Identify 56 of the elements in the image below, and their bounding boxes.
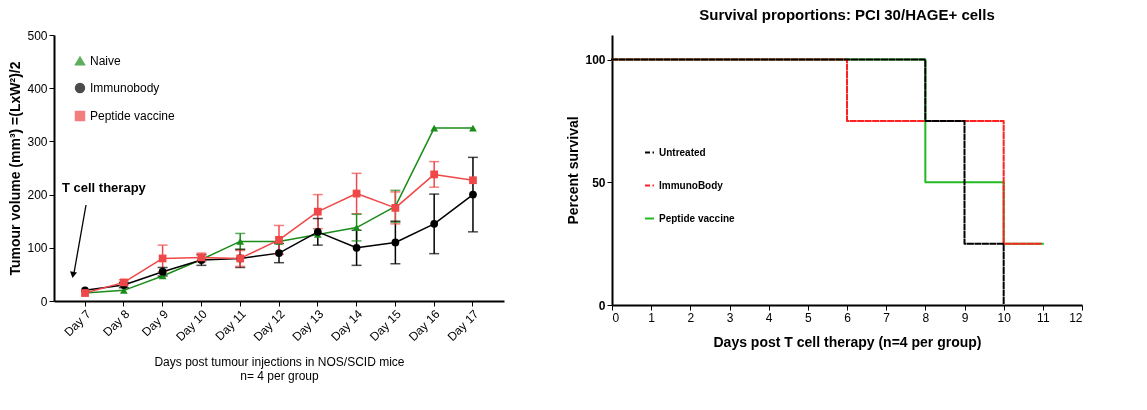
y-tick-label: 500 — [27, 28, 48, 43]
point — [352, 243, 361, 252]
point — [469, 176, 477, 185]
point — [469, 190, 477, 199]
x-tick-label: Day 7 — [61, 306, 94, 340]
x-tick-label: Day 11 — [212, 306, 249, 344]
y-tick-label: 0 — [40, 294, 48, 309]
point — [236, 238, 245, 245]
x-tick-label: 11 — [1037, 310, 1050, 325]
x-tick-label: Day 13 — [289, 306, 327, 344]
annotation: T cell therapy — [62, 180, 147, 195]
y-axis-title: Tumour volume (mm³) =(LxW²)/2 — [7, 61, 24, 276]
point — [119, 287, 128, 294]
x-tick-label: 3 — [726, 310, 734, 325]
legend-label: Naive — [90, 54, 122, 68]
point — [430, 219, 439, 228]
x-tick-label: 7 — [883, 310, 891, 325]
x-tick-label: Day 14 — [328, 306, 366, 344]
x-tick-label: Day 16 — [405, 306, 443, 344]
x-tick-label: Day 9 — [139, 306, 172, 340]
legend-label: ImmunoBody — [659, 179, 724, 191]
x-tick-label: Day 8 — [100, 306, 133, 340]
point — [313, 227, 322, 236]
x-tick-label: 4 — [765, 310, 773, 325]
y-tick-label: 100 — [27, 241, 48, 256]
x-tick-label: 1 — [648, 310, 656, 325]
legend-label: Peptide vaccine — [659, 212, 736, 224]
chart-title: Survival proportions: PCI 30/HAGE+ cells — [699, 6, 995, 23]
point — [275, 249, 283, 257]
legend-label: Untreated — [659, 146, 706, 158]
x-tick-label: Day 12 — [250, 306, 288, 344]
legend-label: Immunobody — [90, 81, 160, 95]
point — [313, 207, 322, 216]
point — [391, 238, 400, 247]
x-tick-label: Day 15 — [367, 306, 405, 344]
x-tick-label: 2 — [687, 310, 695, 325]
x-tick-label: Day 10 — [173, 306, 211, 344]
legend-label: Peptide vaccine — [90, 109, 176, 123]
x-tick-label: Day 17 — [444, 306, 482, 344]
x-tick-label: 10 — [997, 310, 1012, 325]
x-tick-label: 5 — [804, 310, 812, 325]
y-tick-label: 300 — [27, 134, 48, 149]
x-tick-label: 12 — [1069, 310, 1083, 325]
y-tick-label: 200 — [27, 188, 48, 203]
x-axis-title: Days post T cell therapy (n=4 per group) — [713, 333, 982, 350]
y-tick-label: 100 — [585, 53, 606, 68]
x-tick-label: 8 — [922, 310, 930, 325]
point — [430, 170, 439, 179]
x-tick-label: 6 — [844, 310, 852, 325]
x-tick-label: 0 — [612, 310, 620, 325]
x-tick-label: 9 — [961, 310, 969, 325]
y-tick-label: 50 — [592, 175, 606, 190]
y-tick-label: 400 — [27, 81, 48, 96]
x-axis-title: Days post tumour injections in NOS/SCID mice n= 4 per group — [154, 355, 405, 384]
y-axis-title: Percent survival — [565, 116, 582, 225]
point — [352, 224, 361, 231]
